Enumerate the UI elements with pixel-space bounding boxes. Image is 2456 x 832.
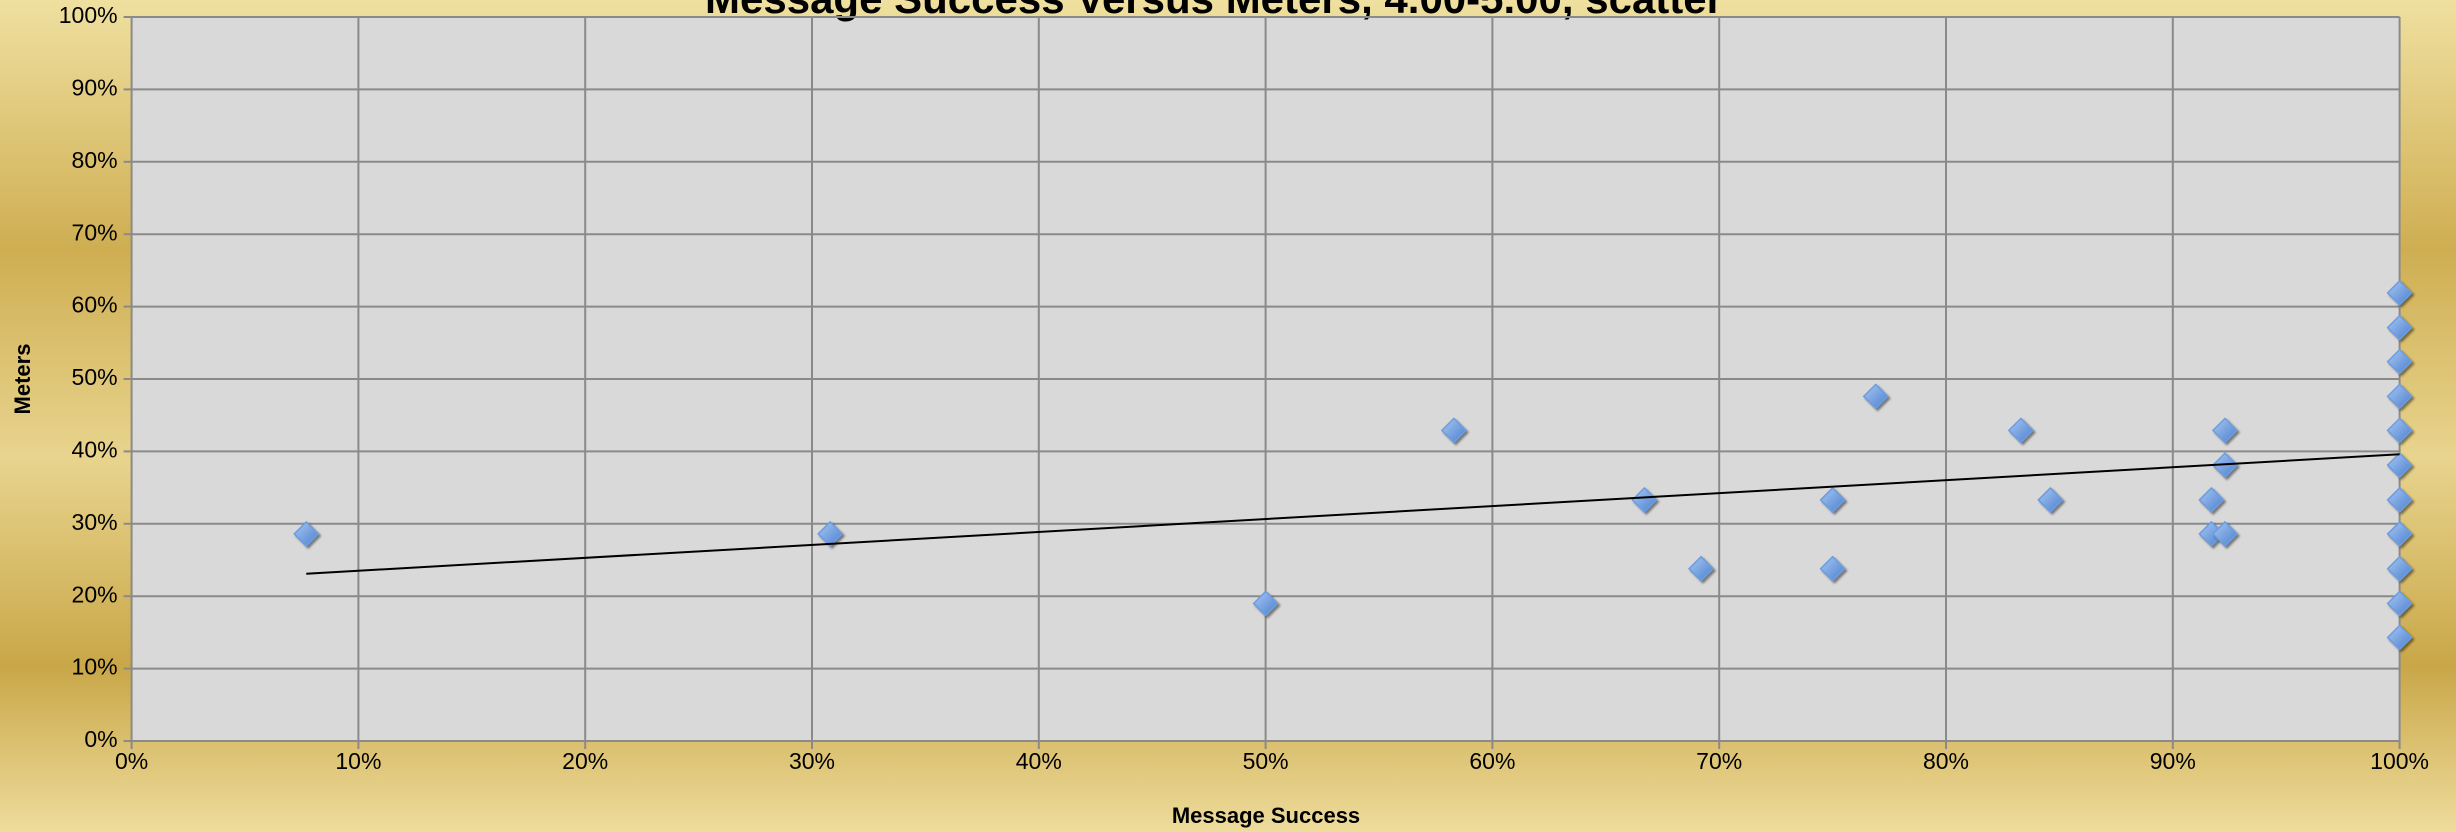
point — [2386, 520, 2413, 547]
x-tick-label: 20% — [562, 748, 608, 774]
point — [2386, 314, 2413, 341]
point — [2007, 417, 2034, 444]
point — [2386, 452, 2413, 479]
y-tick-label: 90% — [72, 74, 118, 100]
point — [2211, 417, 2239, 444]
point — [1862, 383, 1889, 410]
x-tick-label: 50% — [1243, 748, 1289, 774]
point — [2386, 279, 2413, 306]
point — [1440, 417, 1467, 444]
point — [2386, 624, 2413, 651]
point — [1631, 486, 1658, 513]
point — [1252, 590, 1279, 617]
y-tick-label: 10% — [72, 654, 118, 680]
x-tick-label: 10% — [335, 748, 381, 774]
y-tick-label: 0% — [84, 726, 117, 752]
y-tick-label: 70% — [72, 219, 118, 245]
point — [2386, 417, 2413, 444]
point — [2211, 520, 2239, 547]
point — [2386, 383, 2413, 410]
x-tick-label: 70% — [1696, 748, 1742, 774]
trendline — [306, 453, 2400, 575]
x-axis-title: Message Success — [1172, 803, 1360, 828]
x-tick-label: 40% — [1016, 748, 1062, 774]
point — [1819, 555, 1846, 582]
point — [2386, 590, 2413, 617]
x-tick-label: 100% — [2370, 748, 2429, 774]
point — [2386, 486, 2413, 513]
y-tick-label: 40% — [72, 436, 118, 462]
point — [1687, 555, 1715, 582]
y-tick-label: 20% — [72, 581, 118, 607]
x-tick-label: 0% — [115, 748, 148, 774]
x-tick-label: 90% — [2150, 748, 2196, 774]
x-tick-label: 80% — [1923, 748, 1969, 774]
x-tick-label: 30% — [789, 748, 835, 774]
x-tick-label: 60% — [1469, 748, 1515, 774]
y-tick-label: 50% — [72, 364, 118, 390]
point — [1819, 486, 1846, 513]
chart-title: Message Success Versus Meters, 4.00-5.00… — [705, 0, 1723, 22]
point — [817, 520, 844, 547]
y-tick-label: 100% — [59, 2, 118, 28]
point — [293, 520, 320, 547]
point — [2386, 348, 2413, 375]
point — [2037, 486, 2064, 513]
y-tick-label: 60% — [72, 292, 118, 318]
point — [2386, 555, 2413, 582]
point — [2198, 486, 2225, 513]
y-axis-title: Meters — [10, 344, 35, 415]
y-tick-label: 80% — [72, 147, 118, 173]
y-tick-label: 30% — [72, 509, 118, 535]
